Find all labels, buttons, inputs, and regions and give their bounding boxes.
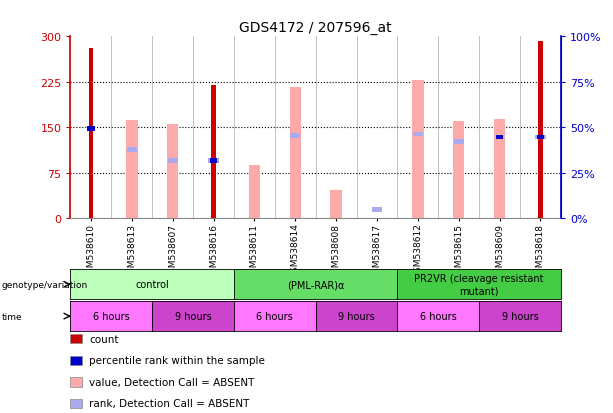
Text: count: count	[89, 334, 118, 344]
Text: 6 hours: 6 hours	[256, 311, 293, 321]
Bar	[496, 135, 503, 140]
Bar	[290, 134, 300, 139]
Bar	[538, 42, 543, 219]
Bar	[126, 121, 137, 219]
Text: genotype/variation: genotype/variation	[1, 280, 88, 289]
Text: (PML-RAR)α: (PML-RAR)α	[287, 280, 345, 290]
Bar	[372, 208, 382, 213]
Text: control: control	[135, 280, 169, 290]
Text: value, Detection Call = ABSENT: value, Detection Call = ABSENT	[89, 377, 254, 387]
Text: 9 hours: 9 hours	[175, 311, 211, 321]
Bar	[210, 158, 217, 163]
Bar	[249, 166, 260, 219]
Bar	[413, 132, 423, 137]
Text: percentile rank within the sample: percentile rank within the sample	[89, 356, 265, 366]
Bar	[127, 147, 137, 152]
Bar	[454, 140, 464, 145]
Bar	[494, 120, 505, 219]
Text: 9 hours: 9 hours	[338, 311, 375, 321]
Text: 9 hours: 9 hours	[501, 311, 538, 321]
Bar	[87, 127, 94, 132]
Bar	[167, 125, 178, 219]
Text: 6 hours: 6 hours	[93, 311, 130, 321]
Bar	[89, 49, 93, 219]
Bar	[167, 158, 178, 163]
Bar	[330, 190, 342, 219]
Title: GDS4172 / 207596_at: GDS4172 / 207596_at	[240, 21, 392, 35]
Bar	[412, 81, 424, 219]
Bar	[537, 135, 544, 140]
Bar	[535, 135, 546, 140]
Text: 6 hours: 6 hours	[420, 311, 457, 321]
Bar	[211, 85, 216, 219]
Text: rank, Detection Call = ABSENT: rank, Detection Call = ABSENT	[89, 399, 249, 408]
Bar	[208, 158, 219, 163]
Text: PR2VR (cleavage resistant
mutant): PR2VR (cleavage resistant mutant)	[414, 274, 544, 295]
Bar	[289, 88, 301, 219]
Text: time: time	[1, 312, 22, 321]
Bar	[453, 122, 465, 219]
